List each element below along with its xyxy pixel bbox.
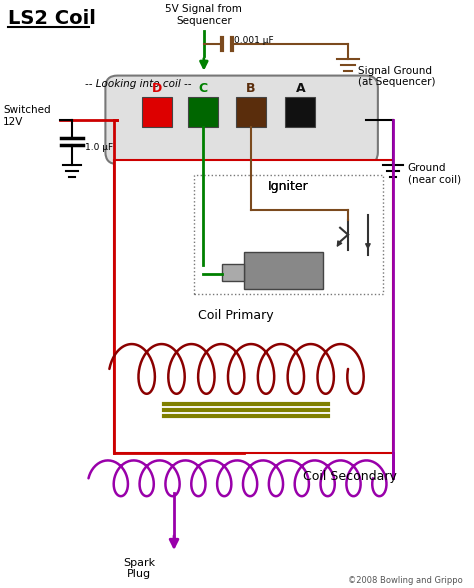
Polygon shape (362, 225, 374, 240)
Text: Spark
Plug: Spark Plug (123, 558, 155, 579)
Text: Igniter: Igniter (268, 180, 309, 193)
Text: Signal Ground
(at Sequencer): Signal Ground (at Sequencer) (358, 66, 436, 87)
Text: C: C (198, 82, 208, 95)
Text: LS2 Coil: LS2 Coil (8, 9, 96, 28)
Bar (142, 98, 172, 127)
Text: 5V Signal from
Sequencer: 5V Signal from Sequencer (165, 4, 242, 26)
Text: ©2008 Bowling and Grippo: ©2008 Bowling and Grippo (347, 576, 463, 584)
Bar (188, 98, 218, 127)
Text: Coil Primary: Coil Primary (198, 309, 273, 322)
Bar (244, 252, 323, 289)
Bar (285, 98, 315, 127)
Bar (194, 175, 383, 295)
Bar (222, 263, 244, 282)
Text: Igniter: Igniter (268, 180, 309, 193)
Text: B: B (246, 82, 255, 95)
Text: Switched
12V: Switched 12V (3, 105, 51, 127)
Text: 1.0 μF: 1.0 μF (84, 143, 113, 152)
FancyBboxPatch shape (105, 76, 378, 164)
Text: Ground
(near coil): Ground (near coil) (408, 163, 461, 185)
Bar (236, 98, 265, 127)
Text: A: A (295, 82, 305, 95)
Bar (114, 160, 393, 453)
Text: 0.001 μF: 0.001 μF (234, 36, 273, 45)
Text: -- Looking into coil --: -- Looking into coil -- (84, 79, 191, 89)
Text: Coil Secondary: Coil Secondary (303, 470, 397, 483)
Text: D: D (152, 82, 162, 95)
